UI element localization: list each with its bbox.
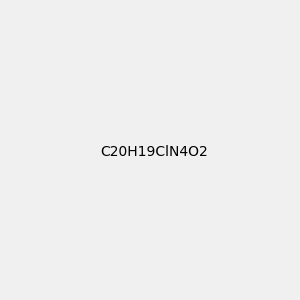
Text: C20H19ClN4O2: C20H19ClN4O2 <box>100 145 208 158</box>
